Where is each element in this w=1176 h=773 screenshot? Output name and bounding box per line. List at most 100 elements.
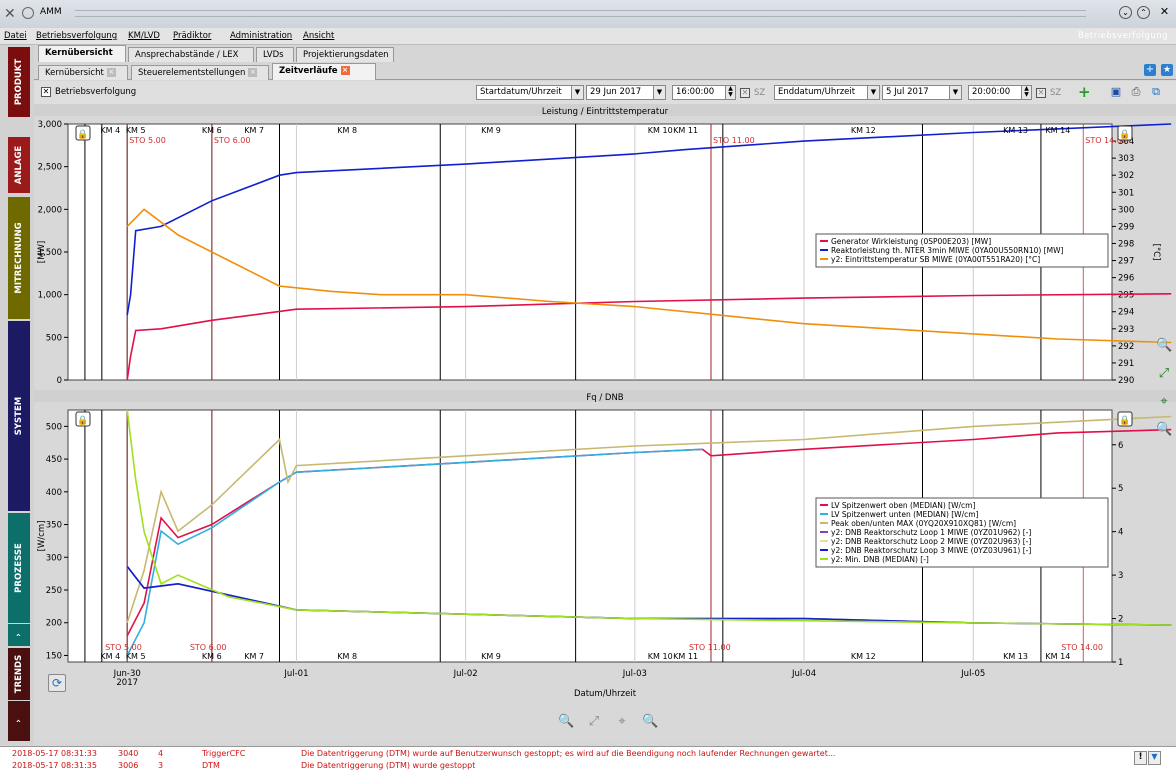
- x-tick-label: Jul-02: [453, 669, 478, 679]
- log-row: 2018-05-17 08:31:33 3040 4 TriggerCFC Di…: [12, 749, 836, 758]
- time-spinner-icon[interactable]: ▲ ▼: [1021, 86, 1031, 99]
- time-spinner-icon[interactable]: ▲ ▼: [725, 86, 735, 99]
- menu-bar: Datei Betriebsverfolgung KM/LVD Prädikto…: [0, 28, 1176, 45]
- chevron-down-icon[interactable]: ▼: [571, 86, 583, 99]
- window-titlebar: ✕ AMM ⌄ ⌃ ✕: [0, 0, 1176, 28]
- tab-kernuebersicht[interactable]: Kernübersicht: [38, 45, 126, 62]
- zoom-out-icon[interactable]: 🔍: [1156, 422, 1173, 437]
- end-time-input[interactable]: 20:00:00 ▲ ▼: [968, 85, 1032, 100]
- start-type-select[interactable]: Startdatum/Uhrzeit ▼: [476, 85, 584, 100]
- info-icon[interactable]: !: [1134, 751, 1147, 765]
- x-tick-label: Jul-05: [960, 669, 985, 679]
- y2-tick-label: 302: [1118, 171, 1134, 181]
- zoom-lock-icon[interactable]: ⌖: [1160, 394, 1168, 409]
- legend-box: [815, 497, 1109, 568]
- tab-ansprechabstaende[interactable]: Ansprechabstände / LEX: [128, 47, 254, 62]
- favorite-star-icon[interactable]: ★: [1161, 64, 1173, 76]
- series-line: [126, 208, 1172, 344]
- sto-label: STO 5.00: [129, 136, 166, 145]
- menu-administration[interactable]: Administration: [230, 31, 293, 41]
- legend-entry: y2: Eintrittstemperatur SB MIWE (0YA00T5…: [831, 255, 1040, 264]
- y2-tick-label: 290: [1118, 376, 1134, 386]
- menu-ansicht[interactable]: Ansicht: [303, 31, 335, 41]
- y2-tick-label: 291: [1118, 359, 1134, 369]
- start-date-select[interactable]: 29 Jun 2017 ▼: [586, 85, 666, 100]
- bottom-zoom-in-icon[interactable]: 🔍: [558, 714, 575, 729]
- y-axis-label: [W/cm]: [37, 521, 47, 552]
- end-type-select[interactable]: Enddatum/Uhrzeit ▼: [774, 85, 880, 100]
- sz-start-checkbox[interactable]: ✕: [740, 88, 750, 98]
- tab-lvds[interactable]: LVDs: [256, 47, 294, 62]
- window-icon[interactable]: ⧉: [1152, 85, 1160, 98]
- sz-end-checkbox[interactable]: ✕: [1036, 88, 1046, 98]
- legend-entry: LV Spitzenwert unten (MEDIAN) [W/cm]: [831, 510, 979, 519]
- y2-tick-label: 5: [1118, 484, 1123, 494]
- window-menu-button[interactable]: [22, 7, 34, 19]
- chevron-down-icon[interactable]: ▼: [949, 86, 961, 99]
- refresh-icon[interactable]: ⟳: [48, 674, 66, 692]
- end-date-select[interactable]: 5 Jul 2017 ▼: [882, 85, 962, 100]
- minimize-button[interactable]: ⌄: [1119, 6, 1132, 19]
- menu-km-lvd[interactable]: KM/LVD: [128, 31, 160, 41]
- zoom-fit-icon[interactable]: ⤢: [1158, 366, 1170, 381]
- toolbar: ✕ Betriebsverfolgung Startdatum/Uhrzeit ▼…: [34, 81, 1176, 104]
- y-tick-label: 200: [46, 619, 62, 629]
- km-label: KM 12: [851, 126, 876, 135]
- print-icon[interactable]: ⎙: [1131, 85, 1141, 98]
- chevron-down-icon[interactable]: ▼: [867, 86, 879, 99]
- subtab-zeitverlaeufe[interactable]: Zeitverläufe ×: [272, 63, 376, 80]
- sidenav-produkt[interactable]: PRODUKT: [8, 47, 30, 117]
- filter-icon[interactable]: ▼: [1148, 751, 1161, 765]
- sto-label: STO 5.00: [105, 643, 142, 652]
- y2-tick-label: 292: [1118, 342, 1134, 352]
- subtab-kernuebersicht[interactable]: Kernübersicht ×: [38, 65, 128, 80]
- menu-praediktor[interactable]: Prädiktor: [173, 31, 212, 41]
- chevron-down-icon[interactable]: ▼: [653, 86, 665, 99]
- sidenav-trends-expand[interactable]: ›: [8, 701, 30, 741]
- series-line: [126, 123, 1172, 316]
- legend-box: [815, 233, 1109, 268]
- series-line: [126, 415, 1172, 623]
- y2-tick-label: 296: [1118, 274, 1134, 284]
- add-icon[interactable]: +: [1078, 83, 1091, 101]
- series-line: [126, 448, 703, 656]
- y2-tick-label: 1: [1118, 658, 1123, 668]
- sto-label: STO 14.00: [1061, 643, 1103, 652]
- menu-betriebsverfolgung[interactable]: Betriebsverfolgung: [36, 31, 118, 41]
- tab-projektierungsdaten[interactable]: Projektierungsdaten: [296, 47, 394, 62]
- sidenav-mitrechnung[interactable]: MITRECHNUNG: [8, 197, 30, 319]
- bottom-zoom-fit-icon[interactable]: ⤢: [588, 714, 600, 729]
- save-icon[interactable]: ▣: [1110, 85, 1122, 98]
- betriebsverfolgung-checkbox[interactable]: ✕: [41, 87, 51, 97]
- bottom-zoom-out-icon[interactable]: 🔍: [642, 714, 659, 729]
- km-label: KM 5: [126, 126, 146, 135]
- sto-label: STO 14.00: [1085, 136, 1127, 145]
- y-tick-label: 500: [46, 422, 62, 432]
- close-icon[interactable]: ×: [248, 68, 258, 77]
- sidenav-prozesse-expand[interactable]: ›: [8, 624, 30, 646]
- km-label: KM 13: [1003, 652, 1028, 661]
- sto-label: STO 11.00: [689, 643, 731, 652]
- close-icon[interactable]: ×: [340, 66, 350, 75]
- series-line: [126, 293, 1172, 381]
- bottom-zoom-reset-icon[interactable]: ⌖: [618, 714, 626, 729]
- y2-tick-label: 298: [1118, 239, 1134, 249]
- zoom-in-icon[interactable]: 🔍: [1156, 338, 1173, 353]
- sidenav-prozesse[interactable]: PROZESSE: [8, 513, 30, 623]
- add-view-icon[interactable]: +: [1144, 64, 1156, 76]
- subtab-steuerelementstellungen[interactable]: Steuerelementstellungen ×: [131, 65, 269, 80]
- close-icon[interactable]: ×: [106, 68, 116, 77]
- sidenav-trends[interactable]: TRENDS: [8, 648, 30, 700]
- legend-entry: y2: DNB Reaktorschutz Loop 1 MIWE (0YZ01…: [831, 528, 1031, 537]
- charts-svg[interactable]: Leistung / Eintrittstemperatur 0 500 1,000 1…: [34, 104, 1176, 742]
- lock-icon: 🔒: [77, 415, 88, 426]
- sidenav-anlage[interactable]: ANLAGE: [8, 137, 30, 193]
- km-label: KM 4: [100, 126, 120, 135]
- km-label: KM 9: [481, 652, 501, 661]
- maximize-button[interactable]: ⌃: [1137, 6, 1150, 19]
- sidenav-system[interactable]: SYSTEM: [8, 321, 30, 511]
- start-time-input[interactable]: 16:00:00 ▲ ▼: [672, 85, 736, 100]
- close-icon[interactable]: ✕: [1159, 5, 1170, 18]
- y2-tick-label: 303: [1118, 154, 1134, 164]
- menu-datei[interactable]: Datei: [4, 31, 27, 41]
